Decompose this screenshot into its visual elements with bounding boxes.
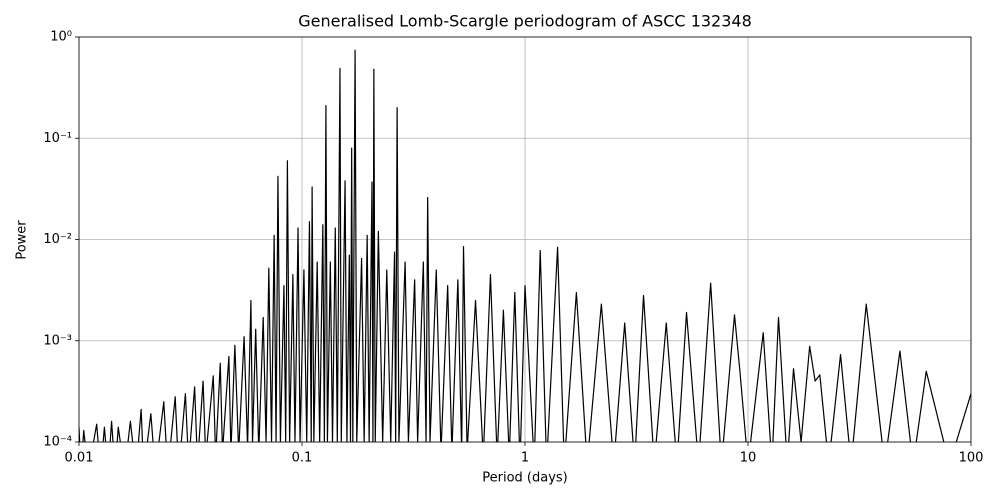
x-tick-label: 0.01 <box>65 451 94 466</box>
y-tick-label: 10⁻⁴ <box>43 435 72 450</box>
x-tick-label: 10 <box>740 451 757 466</box>
plot-area <box>79 49 971 442</box>
y-tick-label: 10⁰ <box>50 30 72 45</box>
x-tick-label: 100 <box>959 451 984 466</box>
y-axis-label: Power <box>15 220 30 260</box>
y-tick-label: 10⁻³ <box>43 333 72 348</box>
y-tick-label: 10⁻¹ <box>43 131 72 146</box>
periodogram-line <box>79 49 971 442</box>
chart-title: Generalised Lomb-Scargle periodogram of … <box>298 12 752 31</box>
x-axis-label: Period (days) <box>482 471 568 486</box>
y-tick-label: 10⁻² <box>43 232 72 247</box>
x-tick-label: 0.1 <box>292 451 313 466</box>
x-tick-label: 1 <box>521 451 529 466</box>
